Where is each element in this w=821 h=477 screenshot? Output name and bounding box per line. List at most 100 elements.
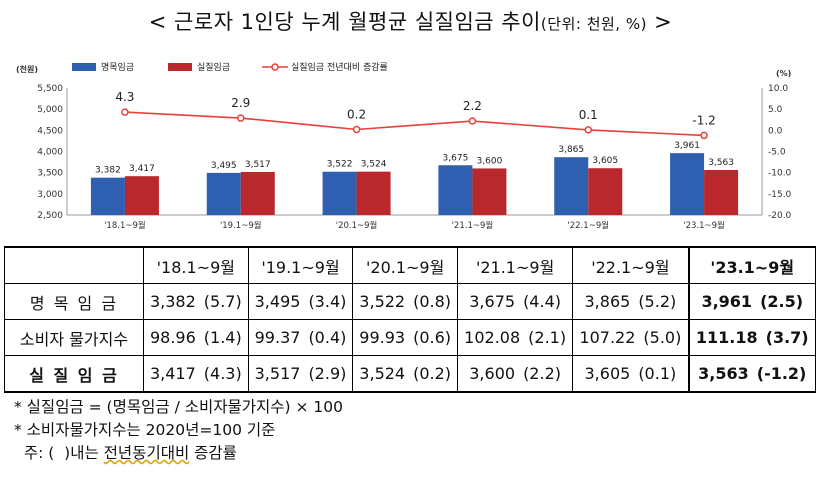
x-tick-label: '21.1~9월 <box>452 220 494 231</box>
bar-label: 3,605 <box>592 156 618 166</box>
table-cell: 99.93 (0.6) <box>352 319 459 356</box>
cell-value: 3,865 <box>584 292 631 311</box>
table-header-cell: '22.1~9월 <box>572 246 689 284</box>
growth-rate-label: 0.1 <box>579 108 598 122</box>
table-header-cell: '20.1~9월 <box>352 246 459 284</box>
x-tick-label: '20.1~9월 <box>336 220 378 231</box>
table-cell: 102.08 (2.1) <box>457 319 574 356</box>
legend-swatch <box>168 63 192 71</box>
bar-nominal <box>554 157 589 215</box>
table-row: 명 목 임 금 3,382 (5.7) 3,495 (3.4) 3,522 (0.8)… <box>4 283 816 320</box>
cell-value: 3,961 <box>701 292 753 311</box>
wage-chart: 5,500 5,000 4,500 4,000 3,500 3,000 2,500 10.0 5… <box>16 61 792 231</box>
chart-root: 5,500 5,000 4,500 4,000 3,500 3,000 2,500 10.0 5… <box>16 61 792 231</box>
y-tick-label-left: 4,500 <box>37 126 63 136</box>
footnotes: * 실질임금 = (명목임금 / 소비자물가지수) × 100 * 소비자물가지… <box>14 396 343 465</box>
y-tick-label-right: -10.0 <box>768 169 792 179</box>
cell-value: 99.93 <box>359 328 406 347</box>
y-tick-label-left: 4,000 <box>37 148 63 158</box>
table-header-row: '18.1~9월 '19.1~9월 '20.1~9월 '21.1~9월 '22.… <box>4 246 816 284</box>
bar-real <box>588 168 623 215</box>
cell-value: 3,495 <box>254 292 301 311</box>
title-unit: (단위: 천원, %) <box>540 15 647 33</box>
bar-nominal <box>206 172 241 215</box>
cell-change: (0.1) <box>638 364 677 383</box>
table-cell: 3,605 (0.1) <box>572 355 689 393</box>
footnote-suffix: 증감률 <box>189 444 237 462</box>
table-cell: 3,517 (2.9) <box>247 355 354 393</box>
growth-rate-label: 2.9 <box>231 96 250 110</box>
table-cell: 3,382 (5.7) <box>143 283 249 320</box>
bar-real <box>356 171 391 215</box>
cell-value: 3,600 <box>469 364 516 383</box>
row-label-real: 실 질 임 금 <box>4 355 144 393</box>
cell-change: (2.9) <box>308 364 347 383</box>
table-header-cell: '23.1~9월 <box>687 246 816 284</box>
table-cell: 3,600 (2.2) <box>457 355 574 393</box>
cell-change: (0.6) <box>413 328 452 347</box>
bar-label: 3,522 <box>327 160 353 170</box>
cell-value: 3,524 <box>359 364 406 383</box>
cell-value: 3,675 <box>469 292 516 311</box>
cell-change: (0.8) <box>413 292 452 311</box>
bar-real <box>704 169 739 215</box>
table-cell: 99.37 (0.4) <box>247 319 354 356</box>
cell-change: (1.4) <box>203 328 242 347</box>
y-tick-label-left: 2,500 <box>37 211 63 221</box>
y-tick-label-right: 0.0 <box>768 126 783 136</box>
cell-value: 107.22 <box>579 328 636 347</box>
growth-rate-label: 2.2 <box>463 99 482 113</box>
footnote-cpi-base: * 소비자물가지수는 2020년=100 기준 <box>14 421 276 439</box>
table-cell: 3,417 (4.3) <box>143 355 249 393</box>
x-tick-label: '22.1~9월 <box>567 220 609 231</box>
cell-change: (2.2) <box>523 364 561 383</box>
y-axis-right-label: (%) <box>776 69 791 78</box>
table-cell: 3,522 (0.8) <box>352 283 459 320</box>
bar-label: 3,865 <box>558 145 584 155</box>
cell-change: (4.4) <box>523 292 561 311</box>
bar-label: 3,517 <box>245 160 271 170</box>
cell-change: (4.3) <box>203 364 242 383</box>
growth-rate-point <box>237 114 245 122</box>
growth-rate-point <box>121 108 129 116</box>
table-cell: 3,865 (5.2) <box>572 283 689 320</box>
bar-label: 3,382 <box>95 166 121 176</box>
cell-value: 3,417 <box>149 364 196 383</box>
y-tick-label-right: -5.0 <box>768 148 786 158</box>
table-cell: 3,524 (0.2) <box>352 355 459 393</box>
bar-label: 3,495 <box>211 161 237 171</box>
cell-value: 3,382 <box>149 292 196 311</box>
growth-rate-point <box>700 131 708 140</box>
bar-real <box>472 168 507 215</box>
table-row: 실 질 임 금 3,417 (4.3) 3,517 (2.9) 3,524 (0.2)… <box>4 355 816 393</box>
title-suffix: > <box>646 10 673 34</box>
growth-rate-label: -1.2 <box>692 113 715 127</box>
row-label-nominal: 명 목 임 금 <box>4 283 144 320</box>
bar-real <box>240 171 275 215</box>
table-cell: 98.96 (1.4) <box>143 319 249 356</box>
title-main: < 근로자 1인당 누계 월평균 실질임금 추이 <box>148 10 541 34</box>
bar-label: 3,961 <box>674 141 700 151</box>
bar-nominal <box>670 153 705 215</box>
x-tick-label: '19.1~9월 <box>220 220 262 231</box>
footnote-prefix: 주: ( )내는 <box>14 444 104 462</box>
growth-rate-point <box>468 117 477 125</box>
bar-label: 3,524 <box>361 160 387 170</box>
y-axis-left-label: (천원) <box>16 64 38 74</box>
legend-entry: 실질임금 전년대비 증감률 <box>291 61 388 73</box>
y-tick-label-right: 10.0 <box>768 84 788 94</box>
bar-real <box>124 176 159 215</box>
y-tick-label-right: 5.0 <box>768 105 783 115</box>
cell-change: (5.0) <box>643 328 682 347</box>
cell-change: (5.7) <box>203 292 242 311</box>
table-cell: 3,961 (2.5) <box>687 283 816 320</box>
footnote-change-note: 주: ( )내는 전년동기대비 증감률 <box>14 442 343 465</box>
table-cell: 111.18 (3.7) <box>687 319 816 356</box>
cell-value: 3,563 <box>698 364 749 383</box>
y-tick-label-left: 3,000 <box>37 190 63 200</box>
legend-marker <box>271 63 279 71</box>
table-cell: 3,563 (-1.2) <box>687 355 816 393</box>
table-corner <box>4 246 144 284</box>
table-header-cell: '19.1~9월 <box>247 246 354 284</box>
y-tick-label-left: 5,500 <box>37 84 63 94</box>
